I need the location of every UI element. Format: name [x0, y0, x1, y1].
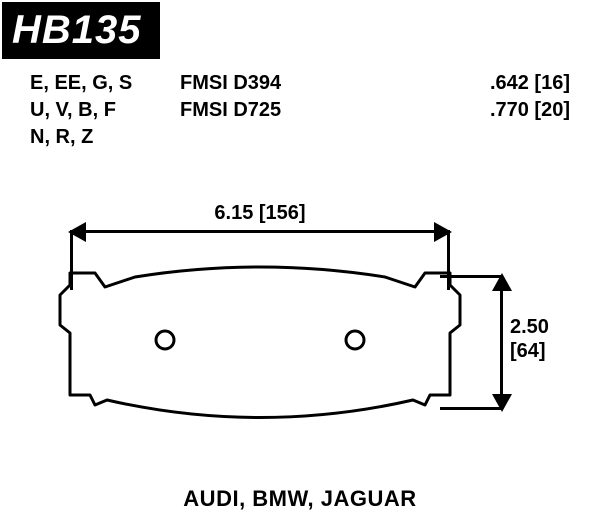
specs-row: E, EE, G, S U, V, B, F N, R, Z FMSI D394… [30, 70, 570, 151]
thickness-line: .770 [20] [410, 97, 570, 124]
thickness-line: .642 [16] [410, 70, 570, 97]
arrow-down-icon [492, 394, 512, 412]
compounds-line: U, V, B, F [30, 97, 180, 124]
compounds-col: E, EE, G, S U, V, B, F N, R, Z [30, 70, 180, 151]
height-dimension: 2.50 [64] [470, 275, 560, 410]
width-label: 6.15 [156] [204, 202, 315, 225]
fmsi-line: FMSI D725 [180, 97, 410, 124]
height-value: 2.50 [510, 315, 549, 339]
height-label: 2.50 [64] [510, 315, 549, 363]
part-number-header: HB135 [2, 2, 160, 59]
applications-footer: AUDI, BMW, JAGUAR [0, 486, 600, 512]
dimension-line [500, 275, 503, 410]
width-dimension: 6.15 [156] [70, 210, 450, 250]
compounds-line: N, R, Z [30, 124, 180, 151]
extension-line [440, 407, 500, 410]
dimension-line [70, 230, 450, 233]
fmsi-line: FMSI D394 [180, 70, 410, 97]
compounds-line: E, EE, G, S [30, 70, 180, 97]
fmsi-col: FMSI D394 FMSI D725 [180, 70, 410, 151]
brake-pad-outline [55, 265, 465, 425]
arrow-up-icon [492, 273, 512, 291]
arrow-left-icon [68, 222, 86, 242]
thickness-col: .642 [16] .770 [20] [410, 70, 570, 151]
extension-line [440, 275, 500, 278]
diagram-area: 6.15 [156] 2.50 [64] [30, 180, 570, 450]
specs-block: E, EE, G, S U, V, B, F N, R, Z FMSI D394… [30, 70, 570, 151]
part-number-text: HB135 [12, 8, 142, 52]
height-value-mm: [64] [510, 339, 549, 363]
applications-text: AUDI, BMW, JAGUAR [183, 486, 416, 511]
arrow-right-icon [434, 222, 452, 242]
